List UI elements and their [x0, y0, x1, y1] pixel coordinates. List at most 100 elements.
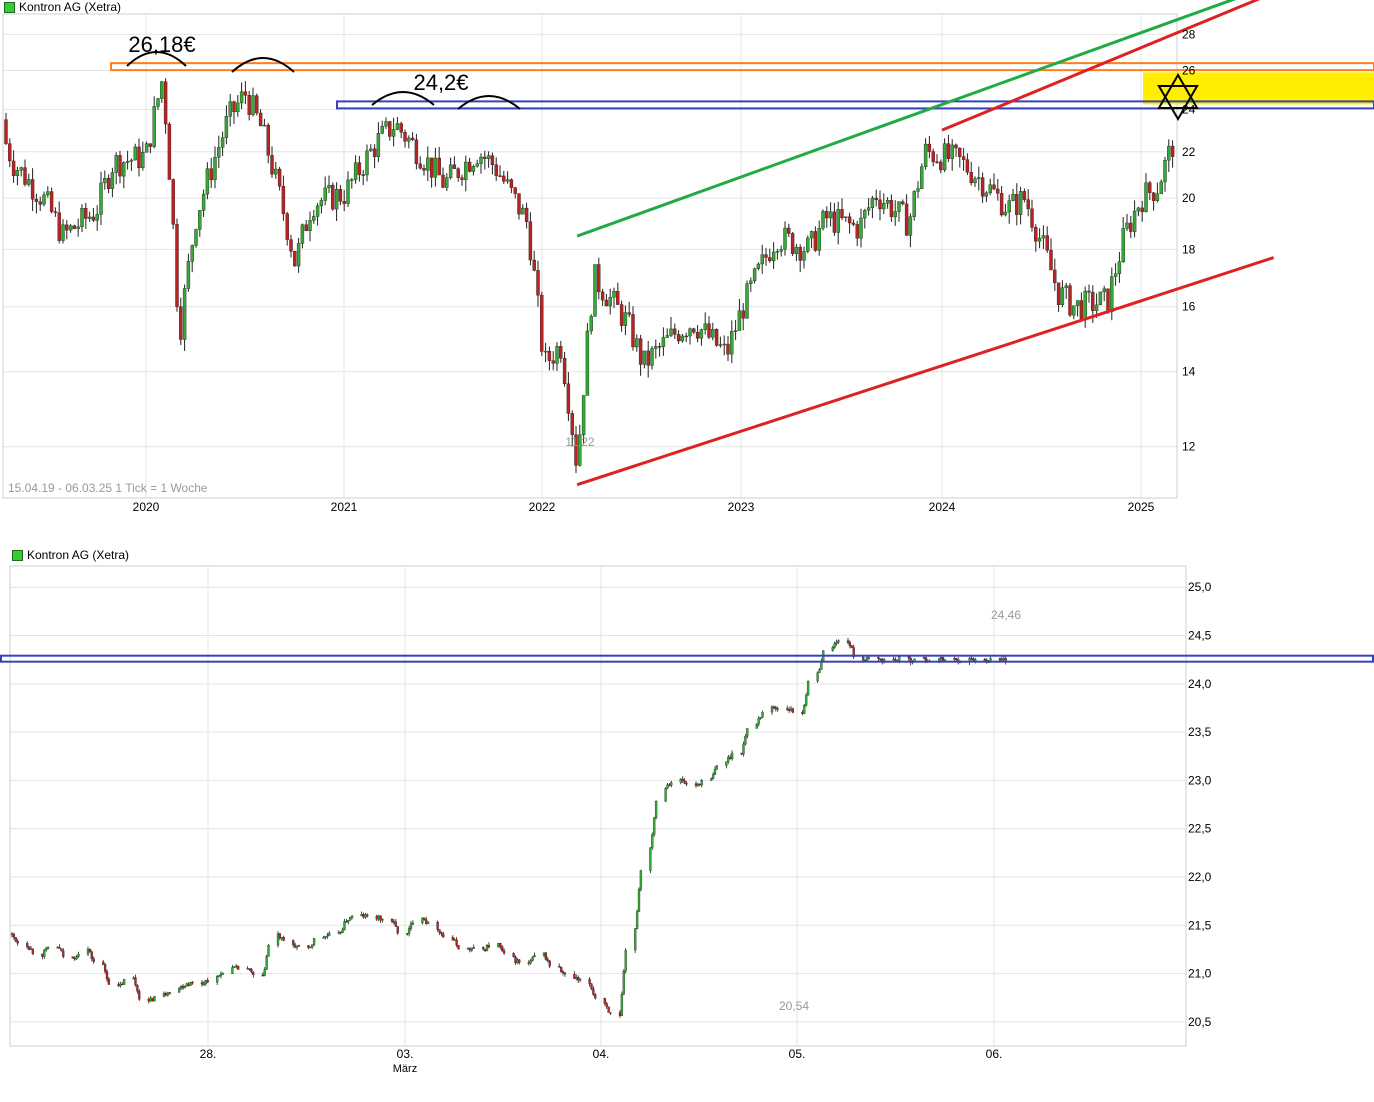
candle-body: [1125, 222, 1129, 229]
candle-body: [349, 917, 352, 921]
candle-body: [384, 121, 388, 127]
candle-body: [380, 125, 384, 134]
candle-body: [114, 155, 118, 173]
candle-body: [1163, 159, 1167, 183]
candle-body: [399, 123, 403, 133]
candle-body: [922, 657, 926, 659]
candle-body: [455, 939, 458, 946]
candle-body: [1136, 207, 1141, 212]
candle-body: [293, 251, 297, 267]
candle-body: [1083, 290, 1087, 320]
candle-body: [521, 207, 525, 215]
candle-body: [1170, 145, 1175, 157]
candle-body: [309, 946, 312, 949]
candle-body: [498, 175, 502, 177]
candle-body: [312, 216, 316, 221]
y-tick-label: 23,0: [1188, 773, 1212, 787]
x-tick-label: 05.: [789, 1047, 806, 1061]
candle-body: [453, 939, 456, 941]
candle-body: [490, 155, 495, 165]
candle-body: [874, 197, 878, 201]
candle-body: [1026, 199, 1030, 210]
candle-body: [80, 208, 84, 228]
candle-body: [319, 200, 324, 207]
candle-body: [34, 198, 39, 202]
candle-body: [847, 216, 852, 224]
candle-body: [258, 112, 263, 127]
candle-body: [786, 708, 789, 710]
candle-body: [76, 226, 80, 229]
candle-body: [1041, 235, 1046, 239]
candle-body: [892, 658, 895, 661]
candle-body: [331, 184, 335, 210]
candle-body: [346, 179, 350, 204]
candle-body: [877, 657, 880, 659]
candle-body: [441, 174, 445, 188]
candle-body: [805, 694, 808, 706]
candle-body: [1003, 211, 1008, 216]
candle-body: [482, 947, 485, 950]
candle-body: [730, 331, 734, 355]
candle-body: [718, 344, 723, 346]
candle-body: [470, 948, 473, 951]
candle-body: [312, 938, 316, 945]
candle-body: [1102, 288, 1106, 293]
candle-body: [699, 329, 704, 339]
candle-body: [852, 647, 855, 658]
candle-body: [637, 888, 641, 912]
candle-body: [1056, 282, 1061, 306]
candle-body: [137, 146, 141, 169]
candle-body: [23, 167, 27, 185]
candle-body: [532, 259, 536, 271]
candle-body: [483, 948, 487, 951]
candle-body: [711, 774, 715, 779]
candle-body: [831, 647, 834, 651]
candle-body: [429, 157, 434, 178]
candle-body: [376, 133, 381, 157]
candle-body: [1049, 249, 1053, 271]
candle-body: [707, 323, 711, 338]
candle-body: [213, 157, 217, 181]
candle-body: [464, 161, 468, 180]
candle-body: [472, 947, 475, 949]
candle-body: [103, 178, 107, 184]
candle-body: [436, 921, 439, 930]
candles: [10, 637, 1007, 1019]
resistance-band-1: [110, 62, 1374, 72]
candle-body: [65, 224, 69, 231]
candle-body: [350, 915, 354, 918]
candle-body: [49, 191, 54, 212]
candle-body: [246, 968, 249, 970]
candle-body: [1079, 300, 1084, 320]
chart-legend-top: Kontron AG (Xetra): [4, 0, 121, 14]
candle-body: [836, 209, 840, 233]
candle-body: [388, 121, 392, 137]
candle-body: [60, 948, 63, 951]
candle-body: [710, 778, 713, 781]
candle-body: [136, 984, 139, 992]
candle-body: [866, 207, 871, 211]
x-tick-label: 2021: [331, 500, 358, 514]
candle-body: [1034, 227, 1038, 242]
candle-body: [561, 971, 565, 974]
candle-body: [955, 658, 958, 660]
candle-body: [181, 985, 185, 989]
candle-body: [590, 983, 593, 990]
axes: 20,5 21,0 21,5 22,0 22,5 23,0 23,5 24,0 24,5 25,0…: [200, 580, 1212, 1061]
x-tick-label: 04.: [593, 1047, 610, 1061]
candle-body: [774, 707, 777, 710]
candle-body: [589, 316, 593, 332]
candle-body: [651, 834, 654, 848]
y-tick-label: 28: [1182, 27, 1196, 41]
candle-body: [228, 101, 232, 117]
candle-body: [1087, 290, 1091, 293]
candle-body: [894, 659, 897, 661]
candle-body: [129, 159, 134, 162]
candle-body: [19, 167, 23, 171]
candle-body: [740, 752, 743, 755]
candle-body: [688, 328, 692, 337]
candle-body: [527, 962, 530, 964]
candle-body: [162, 993, 166, 997]
candle-body: [73, 958, 76, 960]
candle-body: [620, 994, 624, 1016]
